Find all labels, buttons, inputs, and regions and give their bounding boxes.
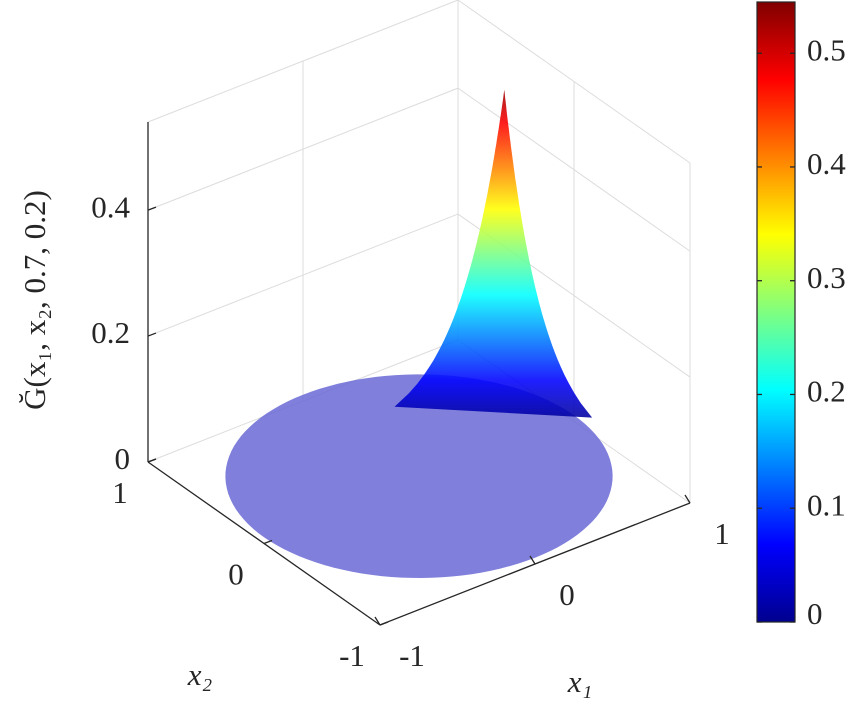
- colorbar: 0 0.1 0.2 0.3 0.4 0.5: [756, 1, 846, 631]
- domain-disk: [225, 374, 613, 578]
- grid-line: [457, 0, 691, 164]
- grid: [147, 0, 691, 504]
- z-axis-label: Ğ(x₁, x₂, 0.7, 0.2): [17, 190, 52, 410]
- z-tick-label: 0: [115, 441, 131, 476]
- x-tick: [529, 555, 536, 565]
- y-tick-label: -1: [339, 638, 365, 673]
- colorbar-tick-label: 0.5: [807, 32, 846, 67]
- z-tick-label: 0.4: [91, 189, 130, 224]
- surface-peak: [394, 89, 593, 418]
- y-tick-label: 1: [112, 475, 128, 510]
- y-tick: [147, 458, 157, 463]
- colorbar-tick-label: 0.4: [807, 146, 846, 181]
- colorbar-tick-label: 0: [807, 596, 823, 631]
- x-tick: [374, 616, 381, 626]
- z-tick: [147, 206, 157, 211]
- colorbar-fill: [756, 1, 796, 623]
- axes: 00.20.4-101-101: [91, 122, 730, 673]
- x-tick-label: 1: [714, 516, 730, 551]
- z-tick-label: 0.2: [91, 315, 130, 350]
- y-tick-label: 0: [228, 557, 244, 592]
- colorbar-tick-label: 0.2: [807, 374, 846, 409]
- y-tick: [263, 539, 273, 545]
- colorbar-tick-label: 0.3: [807, 260, 846, 295]
- x-tick-label: -1: [399, 638, 425, 673]
- x-axis-label: x₁: [567, 664, 593, 699]
- z-tick: [147, 332, 157, 337]
- colorbar-tick-label: 0.1: [807, 487, 846, 522]
- grid-line: [147, 0, 459, 123]
- y-axis-label: x₂: [187, 657, 213, 692]
- x-tick: [684, 494, 691, 504]
- grid-line: [147, 87, 459, 211]
- grid-line: [457, 87, 691, 252]
- grid-line: [147, 213, 459, 337]
- surface: [225, 89, 613, 578]
- y-tick: [379, 621, 389, 626]
- x-tick-label: 0: [559, 577, 575, 612]
